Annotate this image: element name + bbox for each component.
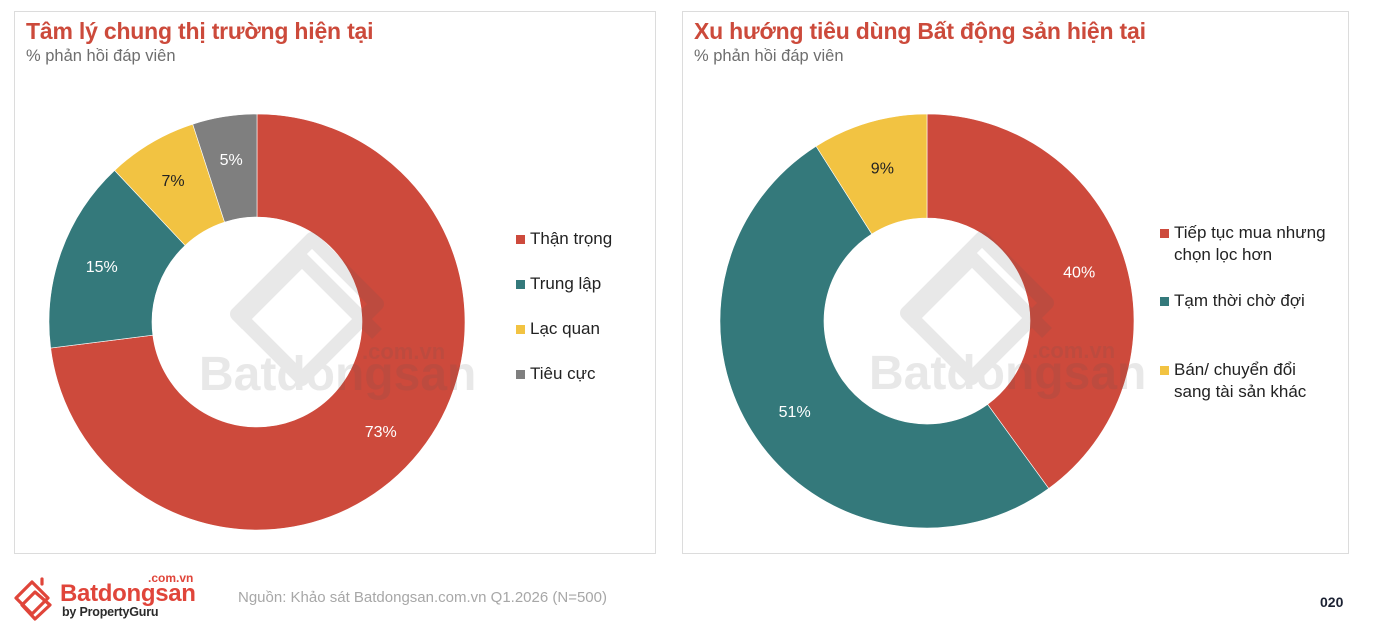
chart-panel-consumption-trend: Xu hướng tiêu dùng Bất động sản hiện tại… — [682, 11, 1349, 554]
legend-swatch — [516, 370, 525, 379]
legend-label: Tiêu cực — [530, 364, 596, 383]
page-number: 020 — [1320, 594, 1344, 610]
legend-item-wait: Tạm thời chờ đợi — [1160, 290, 1305, 312]
data-label: 40% — [1063, 265, 1095, 282]
data-label: 51% — [779, 404, 811, 421]
legend-item-tieu-cuc: Tiêu cực — [516, 363, 596, 385]
donut-segment — [50, 113, 466, 531]
legend-swatch — [1160, 229, 1169, 238]
watermark-logo: Batdongsan.com.vn — [199, 232, 476, 401]
legend-swatch — [1160, 297, 1169, 306]
legend-label-line2: sang tài sản khác — [1174, 382, 1307, 401]
donut-segment — [192, 113, 258, 223]
batdongsan-logo: .com.vn Batdongsan by PropertyGuru — [12, 571, 197, 624]
data-label: 7% — [161, 173, 184, 190]
legend-item-sell-convert: Bán/ chuyển đổi sang tài sản khác — [1160, 359, 1306, 403]
chart-subtitle: % phản hồi đáp viên — [694, 47, 844, 65]
legend-label-line2: chọn lọc hơn — [1174, 245, 1273, 264]
legend-swatch — [516, 325, 525, 334]
data-label: 73% — [365, 424, 397, 441]
svg-text:.com.vn: .com.vn — [362, 339, 445, 364]
source-note: Nguồn: Khảo sát Batdongsan.com.vn Q1.202… — [238, 589, 607, 606]
legend-swatch — [1160, 366, 1169, 375]
legend-label: Bán/ chuyển đổi sang tài sản khác — [1174, 359, 1306, 403]
legend-label-line1: Tiếp tục mua nhưng — [1174, 223, 1326, 242]
legend-label: Tiếp tục mua nhưng chọn lọc hơn — [1174, 222, 1326, 266]
legend-item-trung-lap: Trung lập — [516, 273, 601, 295]
donut-segment — [926, 113, 1135, 489]
legend-label: Tạm thời chờ đợi — [1174, 291, 1305, 310]
logo-domain: .com.vn — [148, 571, 194, 585]
legend-label: Trung lập — [530, 274, 602, 293]
logo-tagline: by PropertyGuru — [62, 605, 159, 619]
data-label: 9% — [871, 160, 894, 177]
donut-segment — [48, 169, 186, 349]
legend-label: Thận trọng — [530, 229, 613, 248]
legend-item-continue-buying: Tiếp tục mua nhưng chọn lọc hơn — [1160, 222, 1326, 266]
legend-swatch — [516, 280, 525, 289]
chart-title: Tâm lý chung thị trường hiện tại — [26, 18, 374, 44]
legend-item-lac-quan: Lạc quan — [516, 318, 600, 340]
donut-chart-market-sentiment: Batdongsan.com.vn 73% 15% 7% 5% — [48, 113, 476, 531]
legend-item-than-trong: Thận trọng — [516, 228, 612, 250]
legend-swatch — [516, 235, 525, 244]
watermark-logo: Batdongsan.com.vn — [869, 231, 1146, 400]
chart-subtitle: % phản hồi đáp viên — [26, 47, 176, 65]
chart-title: Xu hướng tiêu dùng Bất động sản hiện tại — [694, 18, 1146, 44]
svg-text:.com.vn: .com.vn — [1032, 338, 1115, 363]
chart-panel-market-sentiment: Tâm lý chung thị trường hiện tại % phản … — [14, 11, 656, 554]
data-label: 5% — [220, 152, 243, 169]
legend-label-line1: Bán/ chuyển đổi — [1174, 360, 1296, 379]
svg-text:Batdongsan: Batdongsan — [869, 347, 1146, 400]
house-logo-icon — [14, 577, 52, 621]
legend-label: Lạc quan — [530, 319, 600, 338]
data-label: 15% — [86, 259, 118, 276]
svg-text:Batdongsan: Batdongsan — [199, 348, 476, 401]
logo-brand: Batdongsan — [60, 580, 196, 607]
donut-segment — [815, 113, 928, 235]
donut-segment — [719, 145, 1050, 529]
